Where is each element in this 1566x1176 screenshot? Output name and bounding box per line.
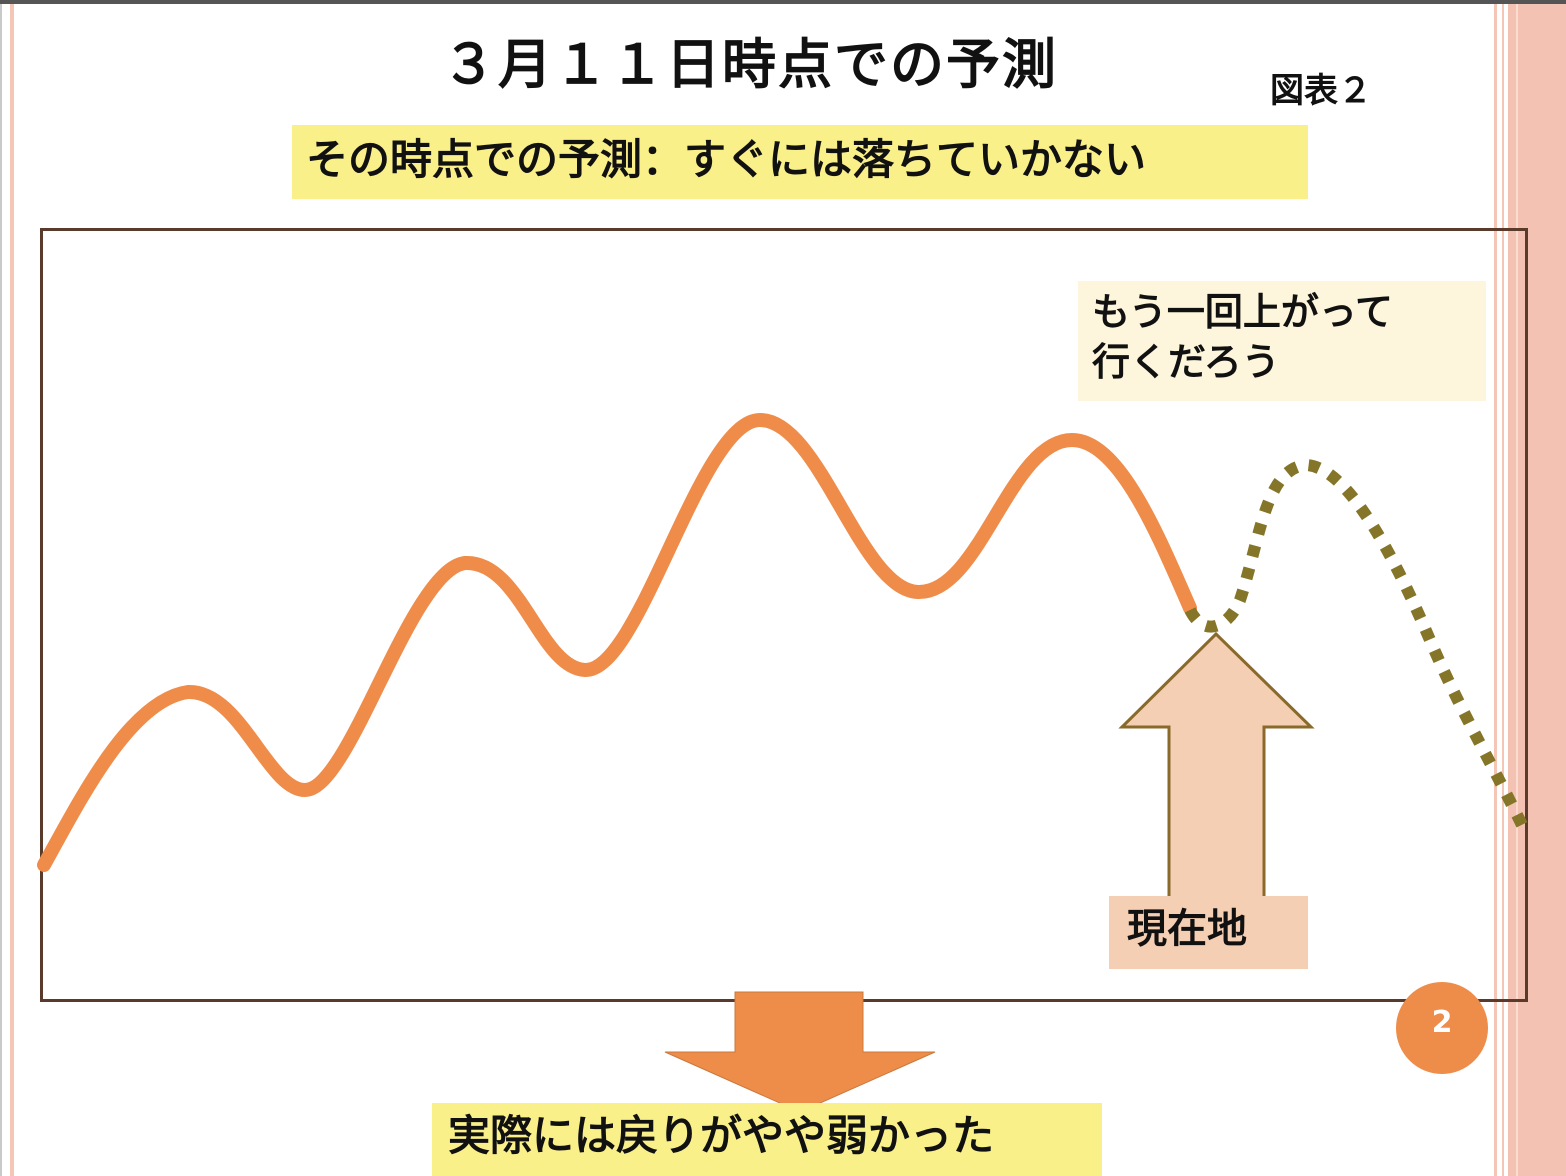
- left-border: [0, 4, 6, 1176]
- prediction-note-line-1: もう一回上がって: [1092, 290, 1393, 334]
- right-decorative-stripes: [1494, 4, 1566, 1176]
- page-number-badge: 2: [1396, 982, 1488, 1074]
- prediction-note: もう一回上がって 行くだろう: [1078, 281, 1486, 401]
- current-position-label: 現在地: [1109, 896, 1308, 969]
- result-down-arrow: [664, 991, 936, 1113]
- left-decorative-stripe: [10, 4, 14, 1176]
- current-position-up-arrow: [1118, 631, 1315, 902]
- actual-price-curve: [37, 412, 1197, 872]
- prediction-note-line-2: 行くだろう: [1092, 340, 1280, 384]
- result-banner: 実際には戻りがやや弱かった: [432, 1103, 1102, 1176]
- window-top-bar: [0, 0, 1566, 4]
- slide-title: ３月１１日時点での予測: [442, 33, 1058, 96]
- figure-label: 図表２: [1270, 71, 1372, 111]
- subtitle-banner: その時点での予測：すぐには落ちていかない: [292, 125, 1308, 199]
